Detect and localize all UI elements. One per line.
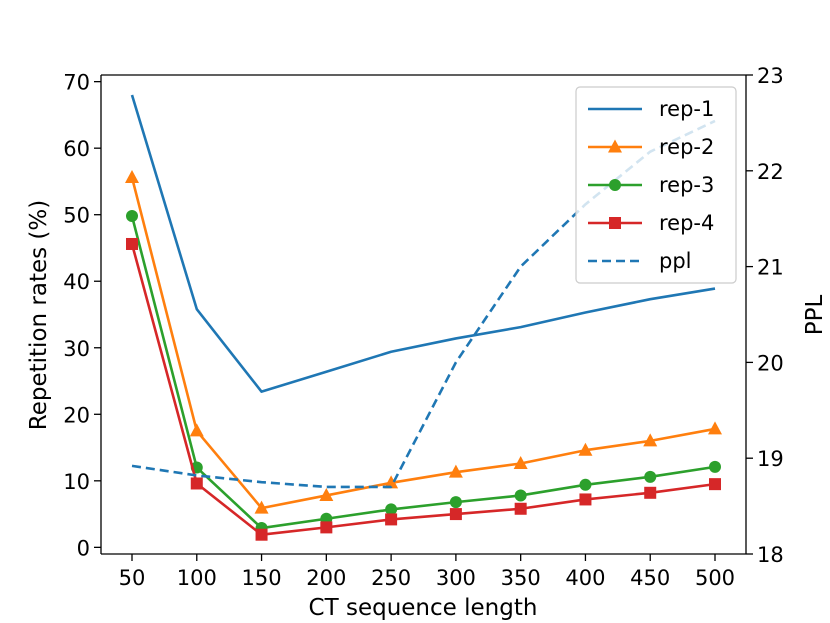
x-tick-label-50: 50 (119, 566, 146, 590)
point-rep-4-100 (190, 477, 203, 490)
point-rep-3-250 (385, 503, 398, 516)
x-tick-label-200: 200 (306, 566, 346, 590)
point-rep-4-350 (514, 502, 527, 515)
y2-tick-label-23: 23 (757, 64, 784, 88)
point-rep-4-50 (126, 237, 138, 250)
y2-tick-label-19: 19 (757, 447, 784, 471)
point-rep-4-250 (385, 513, 398, 526)
point-rep-3-500 (709, 460, 721, 473)
point-rep-4-200 (320, 521, 333, 534)
x-tick-label-250: 250 (371, 566, 411, 590)
series-rep-1 (130, 94, 716, 393)
point-rep-3-300 (449, 496, 462, 509)
series-rep-2 (125, 169, 722, 514)
point-rep-2-100 (189, 423, 204, 437)
y2-tick-label-21: 21 (757, 256, 784, 280)
x-tick-label-300: 300 (436, 566, 476, 590)
y-tick-label-20: 20 (63, 403, 90, 427)
y2-tick-label-20: 20 (757, 351, 784, 375)
series-line-rep-3 (130, 215, 716, 530)
series-line-rep-2 (130, 177, 716, 510)
point-rep-3-50 (126, 210, 138, 223)
point-rep-3-400 (579, 478, 592, 491)
legend-label-ppl: ppl (659, 249, 692, 273)
point-rep-4-300 (449, 508, 462, 521)
x-tick-label-450: 450 (630, 566, 670, 590)
legend-label-rep-2: rep-2 (659, 135, 714, 159)
point-rep-2-350 (513, 456, 528, 470)
legend-label-rep-1: rep-1 (659, 97, 714, 121)
y-tick-label-0: 0 (77, 536, 90, 560)
series-rep-4 (126, 237, 721, 541)
legend-marker-rep-2 (608, 139, 622, 153)
point-rep-4-450 (644, 486, 657, 499)
x-tick-label-400: 400 (565, 566, 605, 590)
point-rep-4-400 (579, 493, 592, 506)
x-tick-label-100: 100 (177, 566, 217, 590)
y-tick-label-50: 50 (63, 204, 90, 228)
point-rep-4-500 (709, 478, 721, 491)
series-line-rep-4 (130, 243, 716, 537)
series-line-rep-1 (130, 94, 716, 393)
legend-label-rep-3: rep-3 (659, 173, 714, 197)
y2-axis-title: PPL (802, 295, 828, 336)
point-rep-2-450 (643, 433, 658, 447)
point-rep-2-250 (384, 475, 399, 489)
legend: rep-1 rep-2 rep-3 rep-4 ppl (575, 86, 737, 284)
legend-label-rep-4: rep-4 (659, 211, 714, 235)
x-tick-label-500: 500 (695, 566, 735, 590)
point-rep-2-500 (708, 421, 722, 435)
point-rep-2-50 (125, 169, 139, 183)
point-rep-2-400 (578, 442, 593, 456)
point-rep-3-350 (514, 489, 527, 502)
y2-tick-label-18: 18 (757, 543, 784, 567)
point-rep-4-150 (255, 528, 268, 541)
y-tick-label-10: 10 (63, 470, 90, 494)
point-rep-2-150 (254, 500, 269, 514)
legend-marker-rep-4 (609, 217, 621, 229)
x-tick-label-150: 150 (242, 566, 282, 590)
point-rep-2-300 (448, 464, 463, 478)
legend-marker-rep-3 (609, 179, 621, 191)
y2-tick-label-22: 22 (757, 160, 784, 184)
x-tick-label-350: 350 (501, 566, 541, 590)
y-tick-label-30: 30 (63, 337, 90, 361)
y-tick-label-70: 70 (63, 71, 90, 95)
point-rep-2-200 (319, 487, 334, 501)
y-tick-label-60: 60 (63, 137, 90, 161)
point-rep-3-450 (644, 470, 657, 483)
y-axis-title: Repetition rates (%) (26, 200, 52, 430)
legend-box (575, 86, 737, 284)
x-axis-title: CT sequence length (309, 595, 538, 621)
y-tick-label-40: 40 (63, 270, 90, 294)
